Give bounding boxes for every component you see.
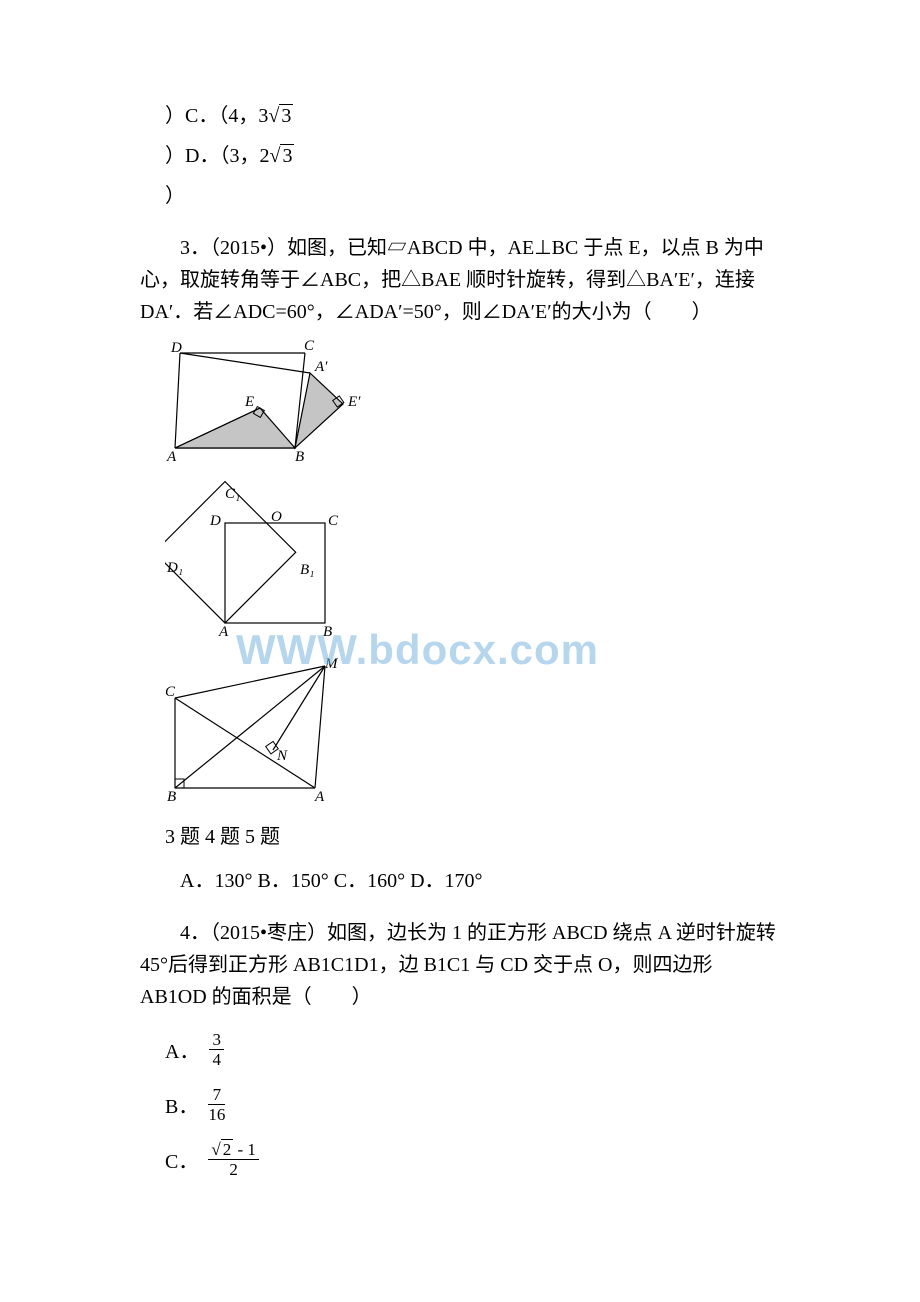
fraction: 3 4 [209, 1031, 224, 1068]
radicand: 2 [221, 1139, 234, 1159]
radicand: 3 [280, 144, 294, 167]
figure-q4: C₁ D O C D₁ B₁ A B [165, 478, 375, 638]
label-B: B [167, 789, 176, 803]
figure-q5: M C N B A [165, 648, 375, 803]
fraction: √2 - 1 2 [208, 1141, 259, 1178]
figures: D C A′ E E′ A B C₁ D O C D₁ B₁ A B M C N [165, 338, 780, 813]
question-4-text: 4．（2015•枣庄）如图，边长为 1 的正方形 ABCD 绕点 A 逆时针旋转… [140, 917, 780, 1013]
label-C: C [328, 513, 339, 529]
option-c: ）C．（4，3√3 [165, 100, 780, 132]
opt-letter: A． [165, 1036, 199, 1068]
label-M: M [324, 656, 339, 672]
label-C1: C₁ [225, 486, 240, 502]
sqrt-icon: √3 [269, 140, 294, 172]
label-C: C [304, 338, 315, 354]
label-O: O [271, 509, 282, 525]
q4-option-a: A． 3 4 [165, 1031, 780, 1068]
figure-q3: D C A′ E E′ A B [165, 338, 375, 468]
q4-option-c: C． √2 - 1 2 [165, 1141, 780, 1178]
label-A: A [166, 449, 177, 465]
denominator: 16 [208, 1105, 225, 1123]
option-d-text: ）D．（3，2 [165, 145, 269, 167]
label-E: E [244, 394, 254, 410]
figure-caption: 3 题 4 题 5 题 [165, 821, 780, 853]
q3-answers: A．130° B．150° C．160° D．170° [140, 865, 780, 897]
label-Eprime: E′ [347, 394, 361, 410]
option-c-text: ）C．（4，3 [165, 105, 268, 127]
label-B1: B₁ [300, 562, 314, 578]
num-tail: - 1 [233, 1140, 256, 1159]
label-D: D [209, 513, 221, 529]
sqrt-icon: √2 [211, 1141, 233, 1158]
closing-paren: ） [165, 180, 780, 212]
label-B: B [295, 449, 304, 465]
opt-letter: B． [165, 1091, 198, 1123]
opt-letter: C． [165, 1146, 198, 1178]
label-B: B [323, 624, 332, 638]
option-d: ）D．（3，2√3 [165, 140, 780, 172]
denominator: 4 [209, 1050, 224, 1068]
numerator: 3 [209, 1031, 224, 1050]
question-3-text: 3．（2015•）如图，已知▱ABCD 中，AE⊥BC 于点 E，以点 B 为中… [140, 232, 780, 328]
label-C: C [165, 684, 176, 700]
label-D: D [170, 340, 182, 356]
label-D1: D₁ [166, 560, 183, 576]
label-A: A [314, 789, 325, 803]
label-N: N [276, 748, 288, 764]
denominator: 2 [208, 1160, 259, 1178]
sqrt-icon: √3 [268, 100, 293, 132]
label-A: A [218, 624, 229, 638]
fraction: 7 16 [208, 1086, 225, 1123]
numerator: 7 [208, 1086, 225, 1105]
q4-option-b: B． 7 16 [165, 1086, 780, 1123]
radicand: 3 [279, 104, 293, 127]
numerator: √2 - 1 [208, 1141, 259, 1160]
label-Aprime: A′ [314, 359, 328, 375]
